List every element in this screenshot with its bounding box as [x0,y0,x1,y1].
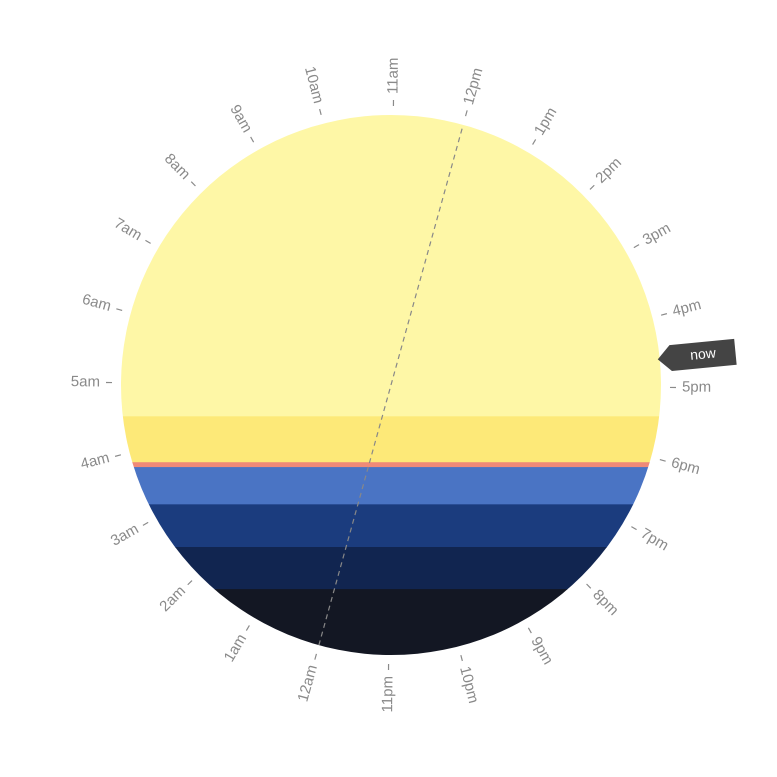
hour-tick [633,244,640,249]
band-astronomical-twilight [121,547,661,590]
hour-label: 12am [295,663,321,704]
hour-label: 9pm [527,634,556,668]
hour-tick [464,110,468,117]
hour-tick [589,184,595,190]
hour-label: 3am [108,520,142,549]
hour-label: 5am [71,373,100,390]
band-day [121,115,661,417]
hour-label: 8pm [589,586,622,619]
hour-label: 10am [301,65,327,106]
hour-tick [586,583,592,589]
daylight-bands [121,115,661,655]
hour-label: 1am [221,631,250,665]
noon-midnight-line [318,124,464,646]
hour-tick [190,181,196,187]
hour-tick [114,454,122,457]
band-sunset-edge [121,462,661,468]
hour-tick [527,627,532,634]
hour-tick [314,653,318,660]
now-marker-shape [657,338,737,372]
hour-label: 11pm [379,676,396,713]
hour-tick [631,526,637,531]
hour-label: 6am [80,291,113,315]
hour-tick [187,580,193,586]
hour-label: 2pm [592,154,625,187]
band-golden-hour [121,416,661,463]
hour-tick [659,458,666,462]
hour-tick [460,654,463,662]
hour-tick [145,239,151,244]
hour-label: 8am [161,150,194,183]
hour-label: 7am [111,215,145,244]
hour-tick [245,625,250,631]
hour-label: 5pm [682,379,711,396]
hour-tick [250,136,255,143]
band-civil-twilight [121,467,661,505]
band-nautical-twilight [121,504,661,548]
hour-label: 4am [79,449,112,473]
hour-tick [116,308,123,312]
hour-tick [319,108,322,116]
hour-label: 12pm [460,66,486,107]
hour-label: 9am [226,102,255,136]
hour-tick [142,521,149,526]
hour-label: 3pm [640,219,674,248]
hour-tick [660,313,668,316]
hour-tick [532,139,537,145]
band-night [121,589,661,655]
hour-label: 6pm [669,454,702,478]
now-marker: now [657,338,737,372]
now-label: now [689,344,717,362]
hour-label: 1pm [531,105,560,139]
hour-label: 11am [385,58,402,95]
hour-label: 4pm [670,296,703,320]
hour-label: 10pm [456,664,482,705]
hour-label: 2am [156,583,189,616]
hour-label: 7pm [638,525,672,554]
